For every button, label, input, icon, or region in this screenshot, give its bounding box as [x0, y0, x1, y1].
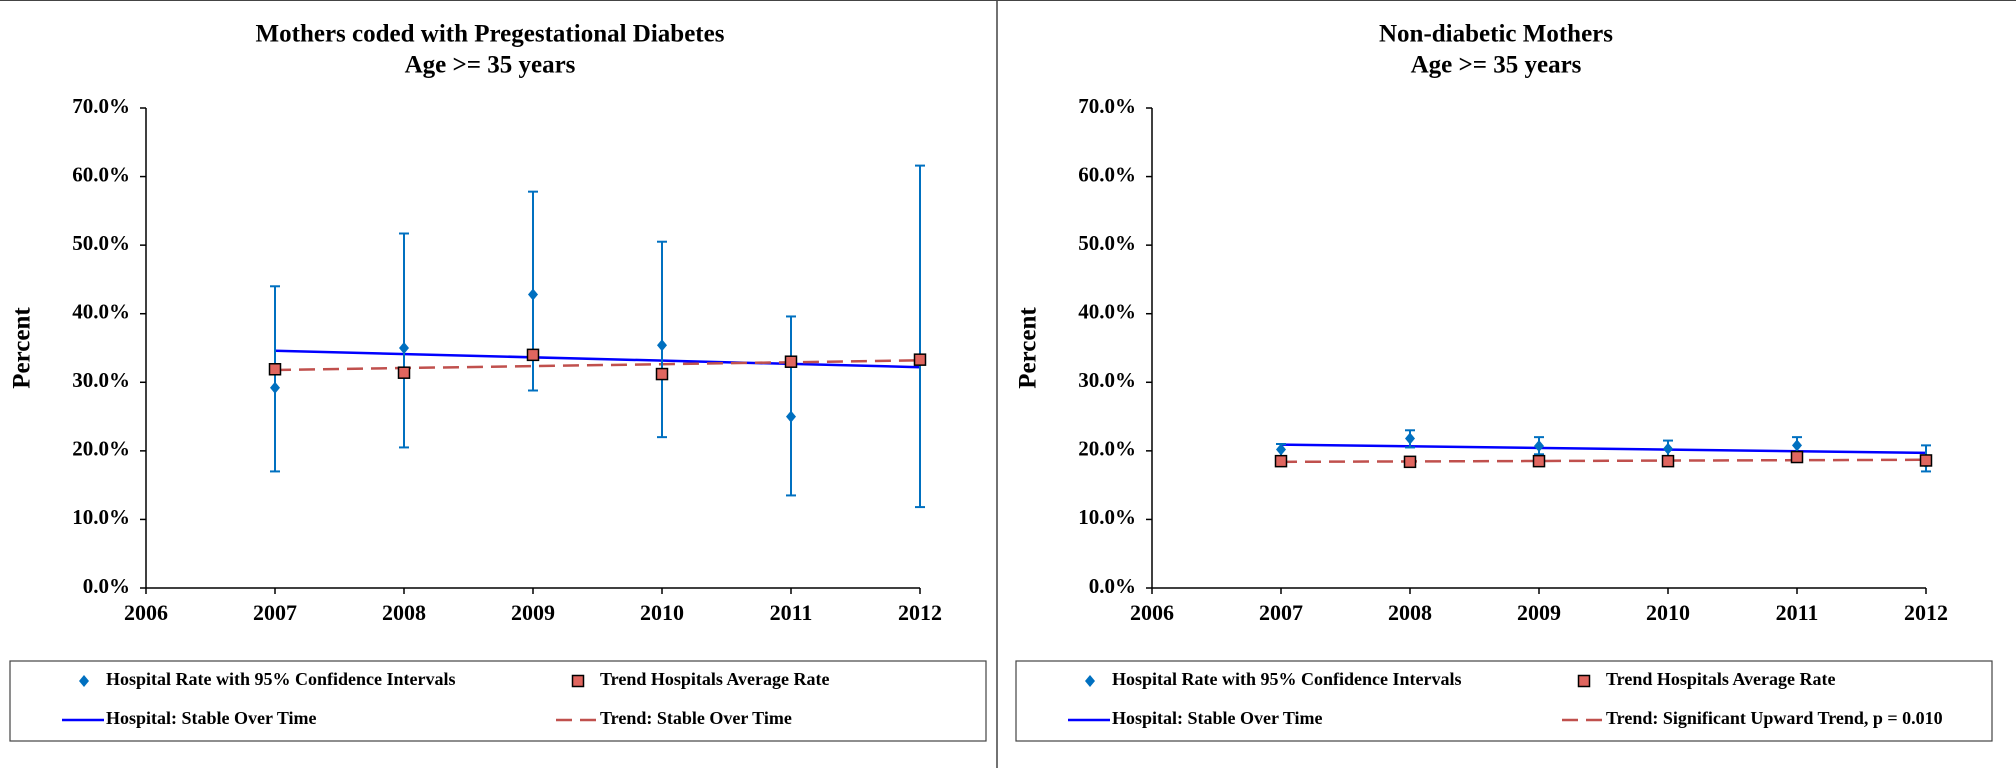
chart-panel: Non-diabetic Mothers Age >= 35 years Perce…	[1015, 21, 1993, 742]
y-tick-label: 0.0%	[1089, 574, 1136, 598]
legend-label: Hospital Rate with 95% Confidence Interv…	[1112, 669, 1462, 689]
chart-title: Mothers coded with Pregestational Diabet…	[256, 21, 725, 48]
legend-label: Hospital: Stable Over Time	[1112, 708, 1323, 728]
diamond-marker	[79, 675, 89, 687]
diamond-marker	[786, 410, 796, 423]
chart-panel: Mothers coded with Pregestational Diabet…	[9, 21, 987, 742]
diamond-marker	[657, 339, 667, 352]
square-marker	[397, 366, 411, 379]
y-tick-label: 10.0%	[1078, 505, 1136, 529]
legend-entry: Hospital: Stable Over Time	[1068, 708, 1323, 728]
square-marker	[268, 363, 282, 376]
x-tick-label: 2006	[124, 600, 168, 625]
legend-label: Trend Hospitals Average Rate	[1606, 669, 1835, 689]
diamond-marker	[528, 288, 538, 301]
y-tick-label: 70.0%	[72, 94, 130, 118]
y-tick-label: 30.0%	[72, 368, 130, 392]
trend-line	[274, 359, 921, 372]
square-marker	[1274, 454, 1288, 468]
y-tick-label: 70.0%	[1078, 94, 1136, 118]
y-tick-label: 20.0%	[1078, 437, 1136, 461]
x-tick-label: 2009	[1517, 600, 1561, 625]
legend-label: Trend Hospitals Average Rate	[600, 669, 829, 689]
chart-title: Non-diabetic Mothers	[1379, 21, 1613, 48]
legend-box	[1015, 660, 1993, 742]
diamond-marker	[1663, 442, 1673, 455]
y-tick-label: 0.0%	[83, 574, 130, 598]
x-tick-label: 2011	[1776, 600, 1819, 625]
y-tick-label: 20.0%	[72, 437, 130, 461]
legend-entry: Trend Hospitals Average Rate	[1577, 669, 1835, 689]
square-marker	[1919, 454, 1933, 467]
error-bar	[399, 232, 409, 449]
x-tick-label: 2009	[511, 600, 555, 625]
square-marker	[526, 348, 540, 362]
legend-entry: Trend: Stable Over Time	[556, 708, 792, 728]
diamond-marker	[1534, 440, 1544, 453]
legend-label: Trend: Stable Over Time	[600, 708, 792, 728]
x-tick-label: 2008	[382, 600, 426, 625]
x-tick-label: 2008	[1388, 600, 1432, 625]
legend-label: Hospital: Stable Over Time	[106, 708, 317, 728]
diamond-marker	[1792, 439, 1802, 452]
x-tick-label: 2006	[1130, 600, 1174, 625]
legend-box	[9, 660, 987, 742]
square-marker	[655, 367, 669, 381]
y-tick-label: 10.0%	[72, 505, 130, 529]
diamond-marker	[1405, 432, 1415, 445]
x-tick-label: 2011	[770, 600, 813, 625]
legend-entry: Trend Hospitals Average Rate	[571, 669, 829, 689]
square-marker	[913, 353, 927, 366]
y-tick-label: 50.0%	[1078, 231, 1136, 255]
y-axis-label: Percent	[9, 307, 36, 389]
legend-entry: Trend: Significant Upward Trend, p = 0.0…	[1562, 708, 1943, 728]
x-tick-label: 2012	[1904, 600, 1948, 625]
chart-subtitle: Age >= 35 years	[1411, 52, 1582, 79]
y-tick-label: 40.0%	[1078, 300, 1136, 324]
diamond-marker	[270, 381, 280, 394]
y-tick-label: 40.0%	[72, 300, 130, 324]
square-marker	[1403, 455, 1417, 469]
legend-entry: Hospital: Stable Over Time	[62, 708, 317, 728]
legend-label: Hospital Rate with 95% Confidence Interv…	[106, 669, 456, 689]
y-tick-label: 30.0%	[1078, 368, 1136, 392]
x-tick-label: 2010	[640, 600, 684, 625]
x-tick-label: 2010	[1646, 600, 1690, 625]
square-marker	[1577, 674, 1591, 688]
error-bar	[786, 315, 796, 497]
x-tick-label: 2007	[1259, 600, 1303, 625]
error-bar	[915, 164, 925, 509]
diamond-marker	[1276, 443, 1286, 456]
diamond-marker	[399, 342, 409, 354]
error-bar	[270, 285, 280, 473]
x-tick-label: 2012	[898, 600, 942, 625]
square-marker	[1661, 454, 1675, 468]
trend-line	[1280, 443, 1927, 455]
y-tick-label: 60.0%	[1078, 162, 1136, 186]
chart-subtitle: Age >= 35 years	[405, 52, 576, 79]
trend-line	[274, 349, 921, 369]
square-marker	[1790, 450, 1804, 464]
square-marker	[571, 674, 585, 688]
legend-label: Trend: Significant Upward Trend, p = 0.0…	[1606, 708, 1943, 728]
square-marker	[1532, 454, 1546, 468]
y-tick-label: 50.0%	[72, 231, 130, 255]
y-tick-label: 60.0%	[72, 162, 130, 186]
diamond-marker	[1085, 675, 1095, 687]
x-tick-label: 2007	[253, 600, 297, 625]
legend-entry: Hospital Rate with 95% Confidence Interv…	[79, 669, 456, 689]
y-axis-label: Percent	[1015, 307, 1042, 389]
trend-line	[1280, 458, 1927, 464]
legend-entry: Hospital Rate with 95% Confidence Interv…	[1085, 669, 1462, 689]
square-marker	[784, 355, 798, 368]
